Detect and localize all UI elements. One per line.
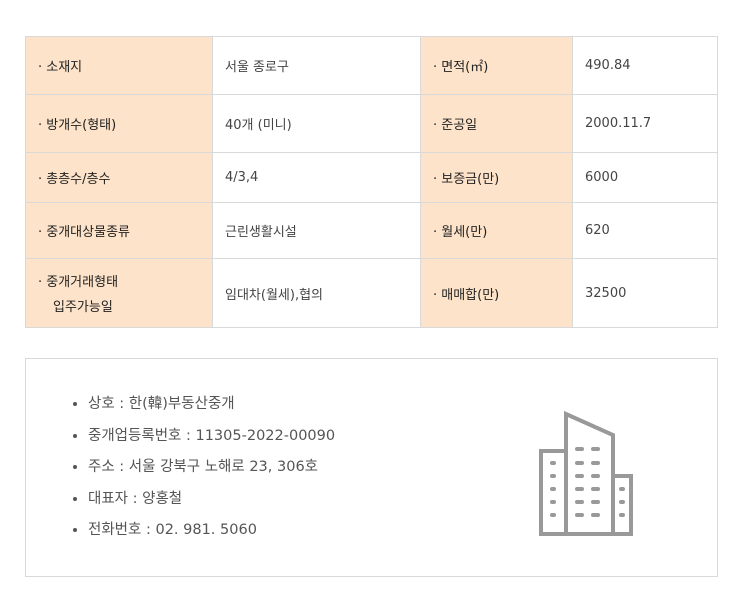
value-area: 490.84 [572, 36, 718, 95]
value-completion: 2000.11.7 [572, 94, 718, 153]
value-sale-total: 32500 [572, 258, 718, 328]
property-info-table: · 소재지 서울 종로구 · 면적(㎡) 490.84 · 방개수(형태) 40… [25, 36, 718, 328]
table-row: · 중개대상물종류 근린생활시설 · 월세(만) 620 [25, 202, 718, 259]
value-deal-type: 임대차(월세),협의 [212, 258, 421, 328]
table-row: · 총층수/층수 4/3,4 · 보증금(만) 6000 [25, 152, 718, 203]
value-deposit: 6000 [572, 152, 718, 203]
agency-info-list: 상호 : 한(韓)부동산중개 중개업등록번호 : 11305-2022-0009… [78, 389, 335, 547]
agency-phone: 전화번호 : 02. 981. 5060 [88, 515, 335, 547]
agency-representative: 대표자 : 양홍철 [88, 484, 335, 516]
label-type: · 중개대상물종류 [25, 202, 213, 259]
label-floors: · 총층수/층수 [25, 152, 213, 203]
agency-registration: 중개업등록번호 : 11305-2022-00090 [88, 421, 335, 453]
label-move-in-text: 입주가능일 [53, 300, 113, 315]
label-location: · 소재지 [25, 36, 213, 95]
agency-info-box: 상호 : 한(韓)부동산중개 중개업등록번호 : 11305-2022-0009… [25, 358, 718, 577]
label-completion: · 준공일 [420, 94, 573, 153]
building-icon [539, 410, 633, 536]
label-rooms: · 방개수(형태) [25, 94, 213, 153]
label-deposit: · 보증금(만) [420, 152, 573, 203]
label-sale-total: · 매매합(만) [420, 258, 573, 328]
value-type: 근린생활시설 [212, 202, 421, 259]
agency-address: 주소 : 서울 강북구 노해로 23, 306호 [88, 452, 335, 484]
label-deal-type-text: · 중개거래형태 [38, 275, 119, 290]
value-rent: 620 [572, 202, 718, 259]
value-rooms: 40개 (미니) [212, 94, 421, 153]
value-location: 서울 종로구 [212, 36, 421, 95]
table-row: · 방개수(형태) 40개 (미니) · 준공일 2000.11.7 [25, 94, 718, 153]
label-area: · 면적(㎡) [420, 36, 573, 95]
label-rent: · 월세(만) [420, 202, 573, 259]
value-floors: 4/3,4 [212, 152, 421, 203]
table-row: · 소재지 서울 종로구 · 면적(㎡) 490.84 [25, 36, 718, 95]
agency-name: 상호 : 한(韓)부동산중개 [88, 389, 335, 421]
